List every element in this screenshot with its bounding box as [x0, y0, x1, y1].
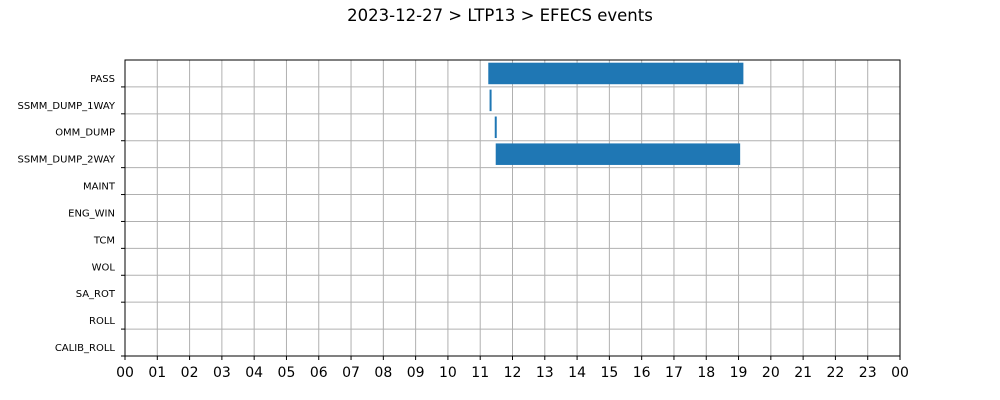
x-tick-label: 16 — [633, 365, 651, 381]
x-tick-label: 14 — [568, 365, 586, 381]
x-tick-label: 07 — [342, 365, 360, 381]
x-tick-label: 00 — [116, 365, 134, 381]
x-tick-label: 11 — [471, 365, 489, 381]
x-axis: 00 01 02 03 04 05 06 07 08 09 10 11 12 13 14 15 16 17 18 19… — [116, 356, 909, 381]
x-tick-label: 13 — [536, 365, 554, 381]
x-tick-label: 23 — [859, 365, 877, 381]
y-tick-label: SSMM_DUMP_2WAY — [17, 155, 115, 166]
x-tick-label: 09 — [407, 365, 425, 381]
y-tick-label: PASS — [90, 74, 115, 85]
event-bar-omm-dump — [494, 116, 497, 139]
x-tick-label: 00 — [891, 365, 909, 381]
event-bar-ssmm-dump-1way — [489, 89, 492, 112]
y-tick-label: ENG_WIN — [68, 208, 115, 219]
y-axis: PASS SSMM_DUMP_1WAY OMM_DUMP SSMM_DUMP_2WAY… — [17, 74, 125, 357]
y-tick-label: OMM_DUMP — [55, 128, 115, 139]
y-tick-label: MAINT — [83, 182, 116, 193]
x-tick-label: 21 — [794, 365, 812, 381]
grid-lines — [124, 60, 901, 356]
y-tick-label: ROLL — [89, 316, 115, 327]
chart-title: 2023-12-27 > LTP13 > EFECS events — [347, 6, 653, 25]
x-tick-label: 01 — [148, 365, 166, 381]
y-tick-label: WOL — [92, 262, 116, 273]
y-tick-label: TCM — [93, 235, 115, 246]
x-tick-label: 02 — [181, 365, 199, 381]
x-tick-label: 08 — [374, 365, 392, 381]
x-tick-label: 17 — [665, 365, 683, 381]
x-tick-label: 04 — [245, 365, 263, 381]
y-tick-label: SA_ROT — [76, 289, 116, 300]
event-bars — [488, 62, 744, 165]
x-tick-label: 18 — [697, 365, 715, 381]
x-tick-label: 06 — [310, 365, 328, 381]
x-tick-label: 19 — [730, 365, 748, 381]
event-bar-pass — [488, 62, 744, 85]
x-tick-label: 05 — [278, 365, 296, 381]
x-tick-label: 15 — [600, 365, 618, 381]
y-tick-label: CALIB_ROLL — [55, 343, 116, 354]
y-tick-label: SSMM_DUMP_1WAY — [17, 101, 115, 112]
x-tick-label: 03 — [213, 365, 231, 381]
event-bar-ssmm-dump-2way — [495, 143, 741, 165]
x-tick-label: 20 — [762, 365, 780, 381]
x-tick-label: 12 — [504, 365, 522, 381]
x-tick-label: 10 — [439, 365, 457, 381]
x-tick-label: 22 — [827, 365, 845, 381]
